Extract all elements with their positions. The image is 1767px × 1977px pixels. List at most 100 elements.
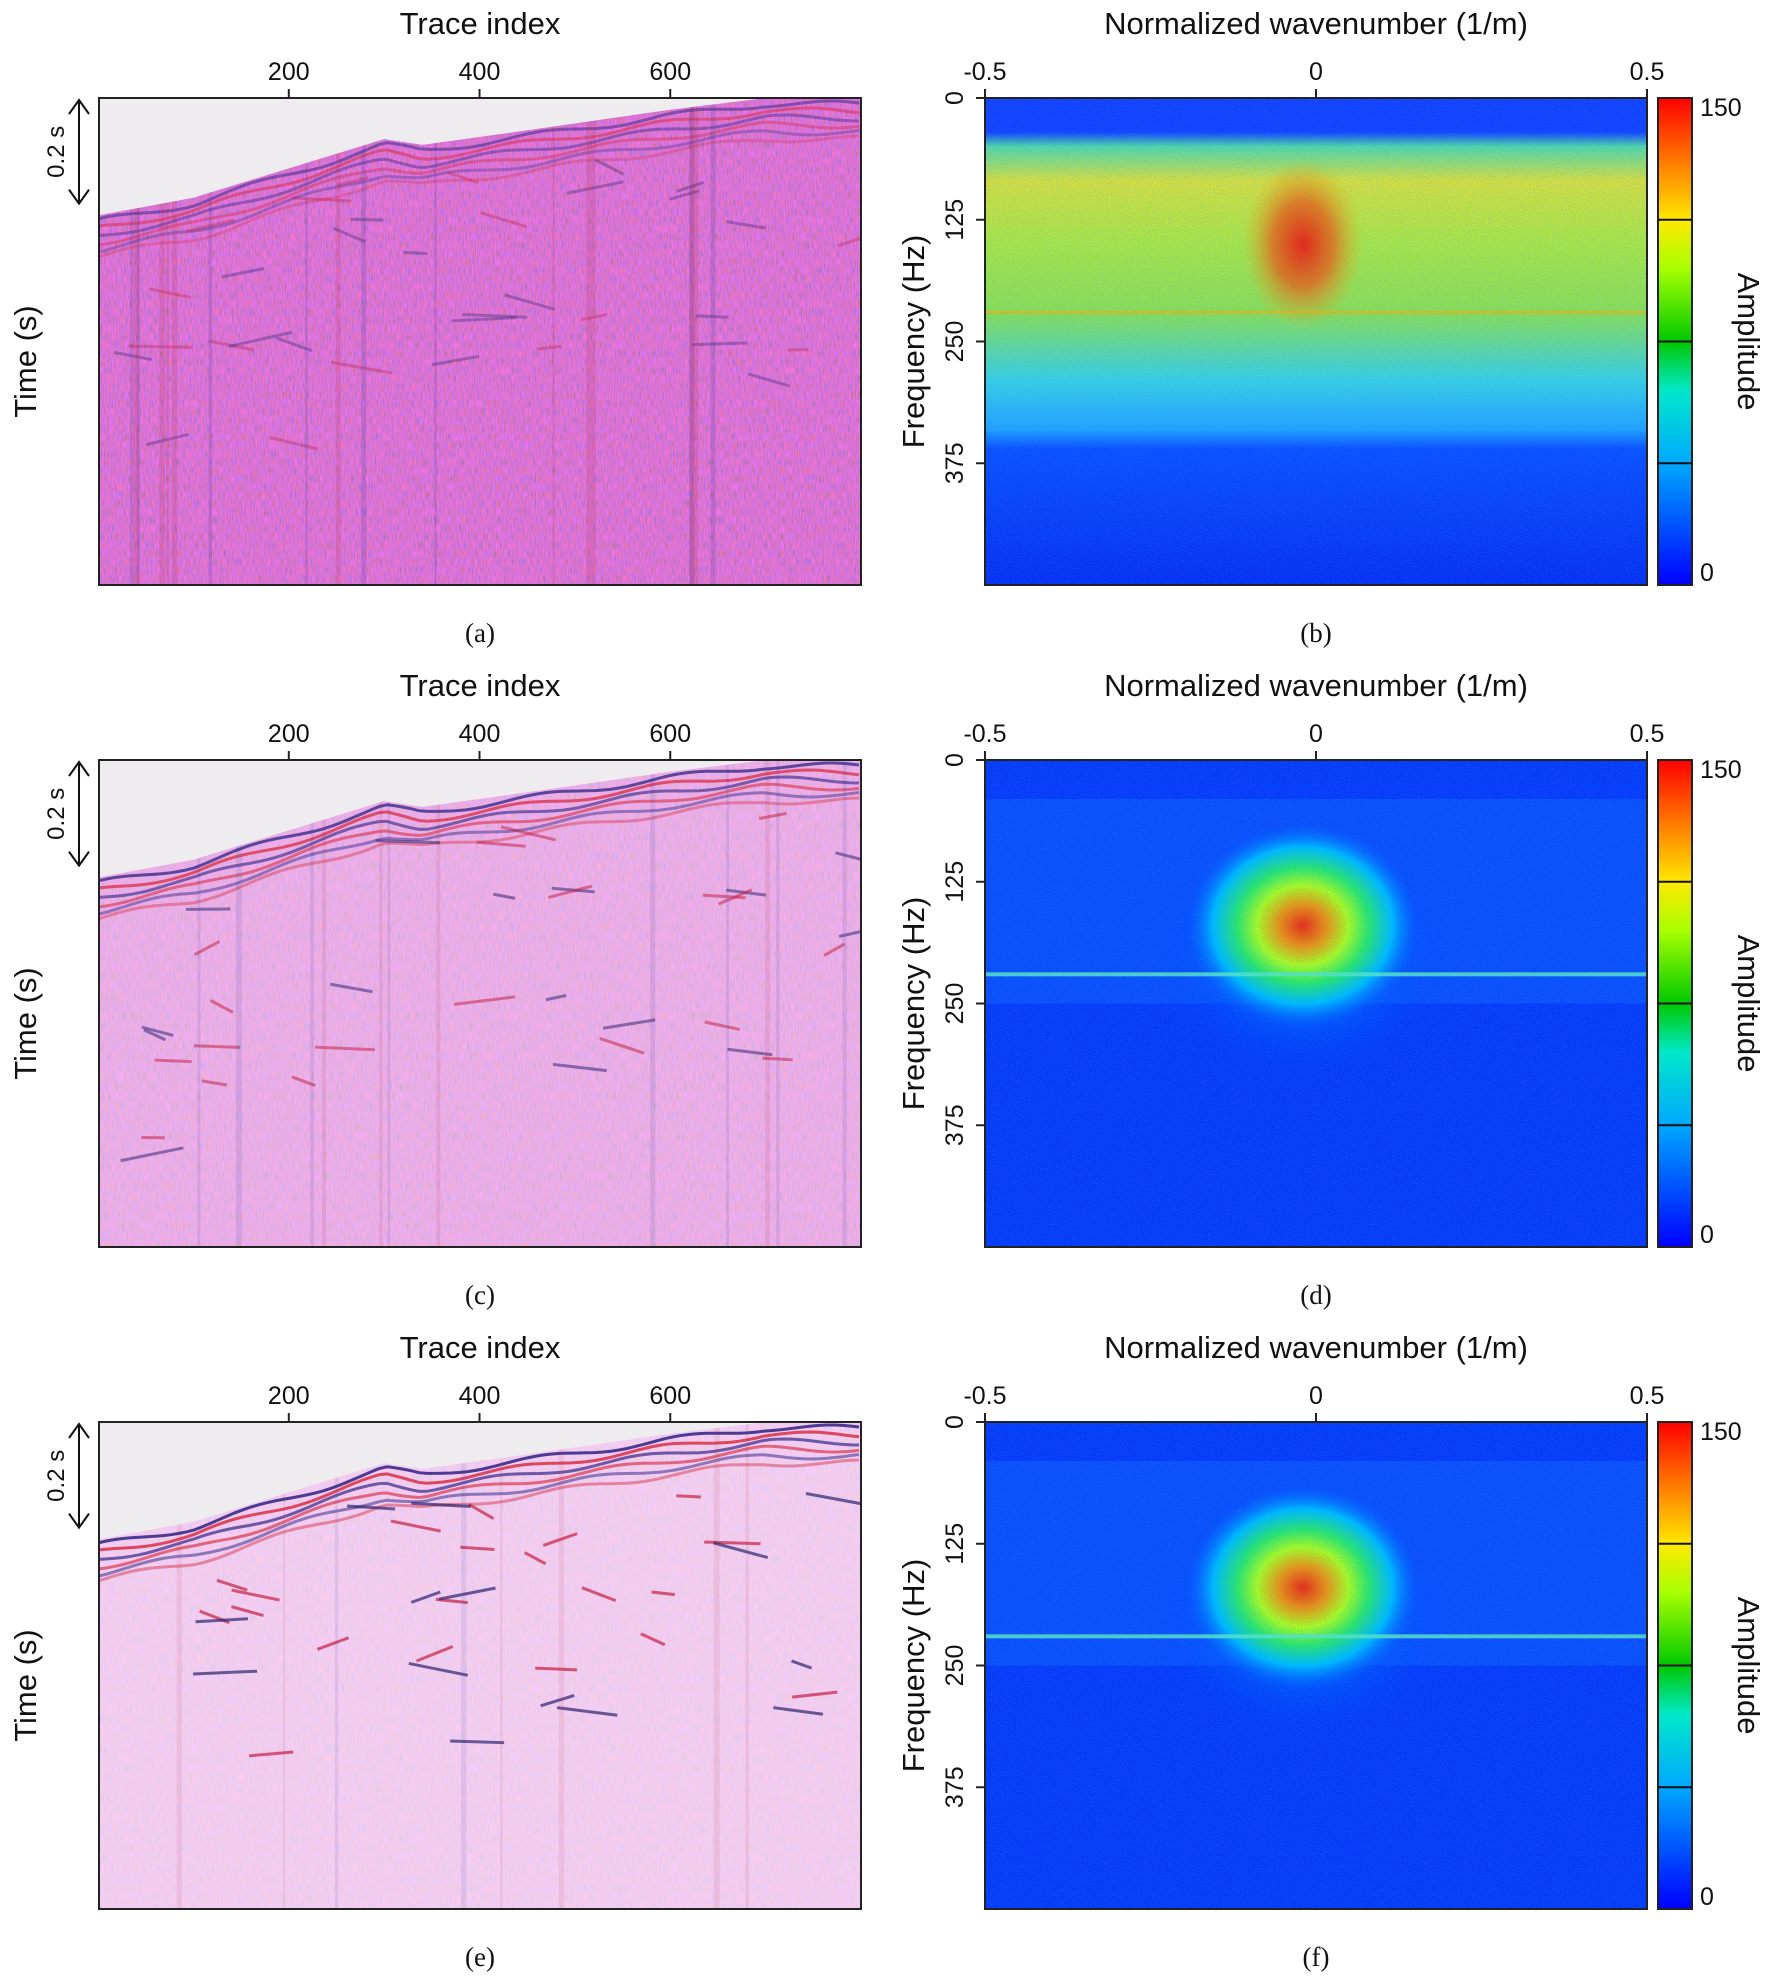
mute-region: [99, 760, 861, 878]
reflection-event: [269, 435, 319, 451]
reflection-event: [537, 344, 562, 351]
reflection-event: [99, 1444, 860, 1571]
vertical-noise-stripe: [335, 98, 341, 585]
panel-caption: (e): [465, 1942, 495, 1972]
reflection-event: [492, 892, 516, 900]
reflection-event: [447, 171, 479, 185]
reflection-event: [316, 1636, 350, 1651]
reflection-event: [411, 1501, 471, 1509]
reflection-event: [216, 1578, 248, 1592]
scale-bar-label: 0.2 s: [43, 1450, 70, 1502]
vertical-noise-stripe: [235, 760, 242, 1247]
reflection-event: [416, 1645, 454, 1663]
colorbar-label: Amplitude: [1731, 1597, 1766, 1735]
reflection-event: [651, 1590, 676, 1597]
x-tick-label: 200: [268, 58, 310, 86]
reflection-event: [230, 1605, 264, 1618]
reflection-event: [791, 1690, 838, 1699]
fk-spectrum-image: [985, 1422, 1647, 1909]
y-tick-label: 375: [941, 1766, 969, 1808]
x-axis-title: Trace index: [400, 6, 561, 41]
vertical-noise-stripe: [334, 1422, 339, 1909]
vertical-noise-stripe: [379, 760, 383, 1247]
reflection-event: [453, 995, 516, 1006]
x-axis-title: Normalized wavenumber (1/m): [1104, 6, 1528, 41]
colorbar-label: Amplitude: [1731, 273, 1766, 411]
reflection-event: [838, 930, 861, 938]
fk-panel-1: -0.5 0 0.5 Normalized wavenumber (1/m) 0 125 2…: [896, 6, 1766, 648]
reflection-event: [99, 761, 860, 883]
y-tick-label: 125: [941, 199, 969, 241]
reflection-event: [403, 250, 428, 256]
reflection-event: [542, 1532, 578, 1547]
reflection-event: [99, 113, 860, 237]
reflection-event: [350, 217, 384, 222]
vertical-noise-stripe: [500, 1422, 503, 1909]
x-tick-label: 400: [459, 720, 501, 748]
fk-speckle: [985, 98, 1647, 585]
reflection-event: [193, 1669, 258, 1676]
fk-panel-2: -0.5 0 0.5 Normalized wavenumber (1/m) 0 125 2…: [896, 668, 1766, 1310]
reflection-event: [375, 839, 441, 845]
reflection-event: [602, 1018, 656, 1030]
reflection-event: [599, 1036, 645, 1055]
reflection-event: [835, 851, 861, 861]
fk-speckle: [985, 760, 1647, 1247]
reflection-event: [837, 236, 861, 248]
reflection-event: [504, 293, 556, 311]
x-tick-label: 0: [1309, 720, 1323, 748]
vertical-noise-stripe: [387, 760, 391, 1247]
panel-caption: (a): [465, 618, 495, 648]
reflection-event: [480, 211, 528, 229]
vertical-noise-stripe: [283, 1422, 286, 1909]
vertical-noise-stripe: [586, 98, 591, 585]
y-axis-title: Time (s): [8, 967, 43, 1080]
vertical-noise-stripe: [765, 760, 771, 1247]
x-tick-label: 600: [649, 720, 691, 748]
y-axis-title: Time (s): [8, 1629, 43, 1742]
scale-bar-arrow-down-icon: [68, 189, 90, 206]
scale-bar-arrow-up-icon: [68, 760, 90, 777]
reflection-event: [99, 775, 860, 899]
colorbar-tick-label: 0: [1700, 1221, 1714, 1249]
reflection-event: [330, 982, 373, 994]
x-axis-title: Normalized wavenumber (1/m): [1104, 668, 1528, 703]
reflection-event: [99, 129, 860, 254]
reflection-event: [431, 354, 480, 367]
reflection-event: [347, 1504, 396, 1511]
x-tick-label: 0: [1309, 1382, 1323, 1410]
reflection-event: [581, 1586, 617, 1603]
x-axis-title: Trace index: [400, 1330, 561, 1365]
reflection-event: [99, 1423, 860, 1545]
y-tick-label: 250: [941, 321, 969, 363]
scale-bar-label: 0.2 s: [43, 126, 70, 178]
reflection-event: [99, 134, 860, 259]
seismic-image: [99, 98, 861, 585]
x-tick-label: -0.5: [963, 1382, 1006, 1410]
reflection-event: [548, 884, 593, 899]
reflection-event: [291, 196, 352, 203]
seismic-panel-3: 200 400 600 Trace index Time (s) 0.2 s (e): [8, 1330, 862, 1972]
colorbar-tick-label: 150: [1700, 94, 1742, 122]
vertical-noise-stripe: [692, 98, 699, 585]
reflection-event: [450, 1739, 505, 1745]
y-axis-title: Time (s): [8, 305, 43, 418]
x-tick-label: 400: [459, 1382, 501, 1410]
reflection-event: [99, 1453, 860, 1578]
reflection-event: [704, 1540, 761, 1546]
reflection-event: [231, 1588, 280, 1602]
x-tick-label: 600: [649, 1382, 691, 1410]
reflection-event: [99, 791, 860, 916]
reflection-event: [704, 1020, 740, 1031]
x-tick-label: -0.5: [963, 720, 1006, 748]
reflection-event: [556, 1706, 618, 1717]
vertical-noise-stripe: [171, 98, 178, 585]
reflection-event: [460, 1545, 495, 1551]
x-tick-label: 0.5: [1630, 58, 1665, 86]
vertical-noise-stripe: [689, 98, 694, 585]
vertical-noise-stripe: [434, 98, 437, 585]
vertical-noise-stripe: [322, 760, 326, 1247]
mute-region: [99, 98, 861, 216]
vertical-noise-stripe: [136, 98, 140, 585]
